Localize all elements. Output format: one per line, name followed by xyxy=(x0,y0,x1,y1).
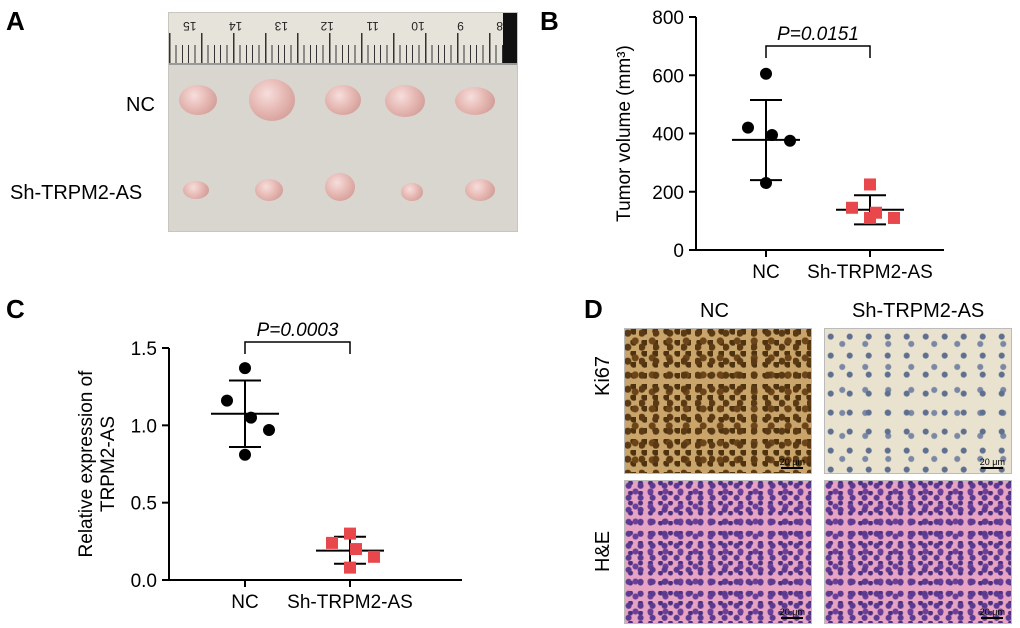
ruler-number: 15 xyxy=(183,19,197,33)
data-point xyxy=(864,178,876,191)
y-tick-label: 200 xyxy=(652,183,684,204)
data-point xyxy=(326,536,338,549)
scale-bar: 20 μm xyxy=(780,607,805,619)
data-point xyxy=(239,448,251,461)
scale-bar-label: 20 μm xyxy=(779,457,805,467)
scale-bar: 20 μm xyxy=(780,457,805,469)
significance-bracket xyxy=(765,45,871,58)
x-tick-label: Sh-TRPM2-AS xyxy=(287,592,413,613)
ruler-number: 14 xyxy=(228,19,243,33)
ruler-number: 10 xyxy=(411,19,425,33)
x-tick-label: NC xyxy=(752,262,779,283)
tumor-nc-5 xyxy=(455,87,495,115)
p-value-label: P=0.0151 xyxy=(777,24,859,45)
data-point xyxy=(221,394,233,407)
ihc-ki67-sh: 20 μm xyxy=(824,328,1012,474)
ruler-number: 9 xyxy=(457,19,464,33)
data-point xyxy=(344,561,356,574)
ruler-number: 8 xyxy=(496,19,503,33)
y-tick-label: 600 xyxy=(652,66,684,87)
scale-bar: 20 μm xyxy=(980,457,1005,469)
row-label-nc: NC xyxy=(126,94,155,116)
x-tick-label: Sh-TRPM2-AS xyxy=(807,262,933,283)
y-tick-label: 400 xyxy=(652,125,684,146)
data-point xyxy=(846,201,858,214)
tumor-sh-4 xyxy=(401,183,423,201)
ruler: 8 9 10 11 12 13 14 15 xyxy=(169,13,517,65)
x-tick-label: NC xyxy=(231,592,258,613)
data-point xyxy=(350,543,362,556)
row-label-he: H&E xyxy=(592,530,614,572)
panel-letter-c: C xyxy=(6,294,25,324)
row-label-sh: Sh-TRPM2-AS xyxy=(10,182,143,204)
ruler-numbers: 8 9 10 11 12 13 14 15 xyxy=(183,19,503,33)
data-point xyxy=(766,128,778,141)
y-tick-label: 1.5 xyxy=(131,339,157,360)
data-point xyxy=(239,362,251,375)
data-point xyxy=(888,211,900,224)
data-point xyxy=(368,550,380,563)
y-axis-label: Tumor volume (mm³) xyxy=(614,45,635,222)
tumor-nc-3 xyxy=(325,85,361,115)
chart-relative-expression: 0.0 0.5 1.0 1.5 Relative expression of TRPM2-… xyxy=(76,320,462,613)
data-point xyxy=(784,134,796,147)
data-point xyxy=(760,177,772,190)
ruler-number: 11 xyxy=(366,19,379,33)
ihc-he-sh: 20 μm xyxy=(824,480,1012,624)
chart-tumor-volume: 0 200 400 600 800 Tumor volume (mm³) NC Sh-TRPM… xyxy=(614,8,944,283)
panel-letter-d: D xyxy=(584,294,603,324)
ruler-ticks-major xyxy=(169,33,517,63)
col-label-nc: NC xyxy=(700,300,729,322)
scale-bar-label: 20 μm xyxy=(779,607,805,617)
panel-letter-a: A xyxy=(6,6,25,36)
p-value-label: P=0.0003 xyxy=(257,320,339,341)
significance-bracket xyxy=(244,341,351,354)
scale-bar: 20 μm xyxy=(980,607,1005,619)
row-label-ki67: Ki67 xyxy=(592,355,614,396)
y-axis-label: TRPM2-AS xyxy=(98,416,119,512)
tumor-sh-1 xyxy=(183,181,209,199)
data-point xyxy=(864,211,876,224)
scale-bar-label: 20 μm xyxy=(979,607,1005,617)
col-label-sh: Sh-TRPM2-AS xyxy=(852,300,985,322)
ihc-ki67-nc: 20 μm xyxy=(624,328,812,474)
y-tick-label: 1.0 xyxy=(131,416,157,437)
tumor-sh-3 xyxy=(325,173,355,201)
y-axis-label: Relative expression of xyxy=(76,370,97,558)
tumor-nc-4 xyxy=(385,85,425,117)
y-tick-label: 0.0 xyxy=(131,571,157,592)
data-point xyxy=(344,527,356,540)
tumor-sh-5 xyxy=(465,179,495,201)
ihc-he-nc: 20 μm xyxy=(624,480,812,624)
tumor-nc-2 xyxy=(249,79,295,121)
y-tick-label: 0.5 xyxy=(131,494,157,515)
data-point xyxy=(760,67,772,80)
y-tick-label: 0 xyxy=(673,241,684,262)
ruler-number: 13 xyxy=(274,19,289,33)
scale-bar-label: 20 μm xyxy=(979,457,1005,467)
ruler-end xyxy=(503,13,517,63)
panel-letter-b: B xyxy=(540,6,559,36)
data-point xyxy=(742,121,754,134)
data-point xyxy=(263,423,275,436)
y-tick-label: 800 xyxy=(652,8,684,29)
tumor-sh-2 xyxy=(255,179,283,201)
tumor-nc-1 xyxy=(179,85,217,115)
ruler-number: 12 xyxy=(320,19,334,33)
tumor-photo: 8 9 10 11 12 13 14 15 xyxy=(168,12,518,232)
data-point xyxy=(245,411,257,424)
